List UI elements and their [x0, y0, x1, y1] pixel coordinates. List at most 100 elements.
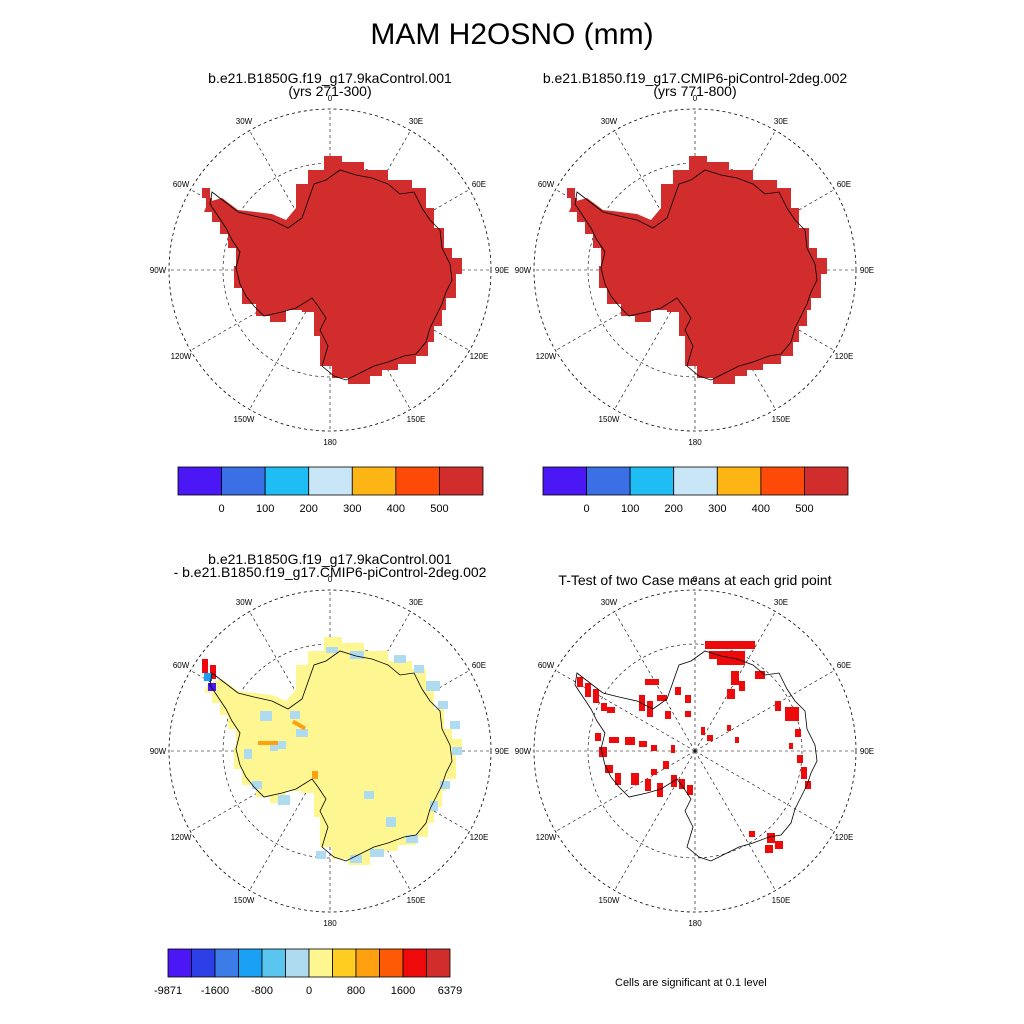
snow-field [204, 156, 462, 384]
colorbar-swatch [673, 466, 718, 496]
meridian-line [694, 670, 835, 752]
significant-cell [785, 707, 799, 721]
longitude-label: 150W [599, 896, 620, 905]
colorbar-swatch [355, 948, 380, 978]
outer-boundary [168, 108, 492, 432]
longitude-label: 90W [150, 266, 167, 275]
longitude-label: 120W [536, 833, 557, 842]
colorbar-swatch [308, 948, 333, 978]
significant-cell [727, 725, 731, 731]
longitude-label: 150E [407, 415, 426, 424]
colorbar-swatch [439, 466, 484, 496]
map-panel-difference: 0 30E 60E 90E 120E 150E 180 150W 120W 90W 60W 30W [150, 575, 509, 928]
difference-cell [278, 795, 290, 805]
colorbar-tick-label: 300 [708, 503, 726, 515]
coastline [209, 169, 453, 381]
significant-cell [685, 695, 691, 703]
panel3-title-line2: - b.e21.B1850.f19_g17.CMIP6-piControl-2d… [173, 564, 487, 580]
longitude-label: 180 [688, 919, 702, 928]
colorbar-tick-label: 200 [300, 503, 318, 515]
longitude-label: 0 [693, 575, 698, 584]
longitude-label: 150W [234, 896, 255, 905]
significant-cell [679, 779, 685, 789]
colorbar-swatch [804, 466, 849, 496]
panel2-title: b.e21.B1850.f19_g17.CMIP6-piControl-2deg… [505, 70, 885, 99]
difference-cell [202, 659, 208, 673]
significant-cell [599, 747, 607, 757]
longitude-label: 150E [407, 896, 426, 905]
colorbar-tick-label: -1600 [201, 985, 229, 997]
longitude-label: 60E [837, 661, 851, 670]
longitude-label: 90E [860, 266, 874, 275]
significant-cell [767, 833, 775, 843]
longitude-label: 120E [835, 833, 854, 842]
panel4-title-line1: T-Test of two Case means at each grid po… [558, 572, 832, 588]
significant-cell [705, 641, 755, 649]
panel1-title: b.e21.B1850G.f19_g17.9kaControl.001 (yrs… [140, 71, 520, 99]
longitude-label: 90W [515, 747, 532, 756]
colorbar-swatch [426, 948, 451, 978]
colorbar-swatch [238, 948, 263, 978]
colorbar-tick-label: 100 [621, 503, 639, 515]
longitude-label: 180 [323, 919, 337, 928]
longitude-label: 30E [774, 598, 788, 607]
significant-cell [639, 695, 645, 711]
antarctica-region [567, 156, 827, 384]
colorbar-tick-label: 400 [752, 503, 770, 515]
difference-cell [414, 665, 424, 673]
longitude-label: 120W [171, 833, 192, 842]
colorbar-swatch [395, 466, 440, 496]
difference-cell [350, 651, 364, 659]
panel2-title-line2: (yrs 771-800) [653, 83, 737, 99]
significant-cell [717, 659, 745, 665]
panel2-title-line1: b.e21.B1850.f19_g17.CMIP6-piControl-2deg… [542, 70, 848, 86]
panel1-title-line2: (yrs 271-300) [288, 83, 372, 99]
significant-cell [651, 769, 657, 775]
significant-cell [707, 735, 713, 741]
difference-cell [276, 741, 286, 749]
significant-cell [805, 781, 811, 789]
significance-footnote: Cells are significant at 0.1 level [615, 977, 767, 989]
colorbar-swatch [177, 466, 222, 496]
difference-cell [438, 701, 448, 709]
longitude-label: 0 [328, 575, 333, 584]
longitude-label: 30W [236, 117, 253, 126]
significant-cell [749, 831, 755, 837]
coastline [574, 650, 818, 862]
longitude-label: 60W [538, 180, 555, 189]
significant-cell [671, 745, 675, 753]
colorbar-case1: 0 100 200 300 400 500 [177, 466, 484, 515]
longitude-label: 30E [409, 598, 423, 607]
longitude-label: 60W [538, 661, 555, 670]
colorbar-tick-label: -9871 [154, 985, 182, 997]
difference-cell [258, 741, 278, 745]
significant-cell [651, 745, 657, 751]
colorbar-swatch [308, 466, 353, 496]
colorbar-tick-label: 6379 [438, 985, 462, 997]
figure-title: MAM H2OSNO (mm) [370, 18, 654, 51]
colorbar-tick-label: 0 [584, 503, 590, 515]
significant-cell [797, 755, 803, 763]
difference-cell [252, 781, 262, 789]
outer-boundary [168, 589, 492, 913]
difference-cell [291, 719, 307, 731]
difference-cell [406, 835, 418, 843]
longitude-label: 120E [470, 352, 489, 361]
colorbar-swatch [221, 466, 266, 496]
significant-cell [609, 737, 619, 743]
significant-cell [795, 729, 801, 737]
longitude-label: 30W [601, 598, 618, 607]
coastline [209, 650, 453, 862]
difference-cell [204, 673, 212, 681]
difference-cell [394, 655, 406, 663]
outer-boundary [533, 108, 857, 432]
significant-cell [675, 687, 681, 695]
difference-cell [316, 851, 326, 859]
longitude-label: 180 [688, 438, 702, 447]
colorbar-tick-label: 200 [665, 503, 683, 515]
significant-cell [647, 701, 653, 717]
antarctica-region [202, 156, 462, 384]
colorbar-case2: 0 100 200 300 400 500 [542, 466, 849, 515]
significant-cell [625, 737, 635, 745]
difference-cell [208, 683, 216, 691]
